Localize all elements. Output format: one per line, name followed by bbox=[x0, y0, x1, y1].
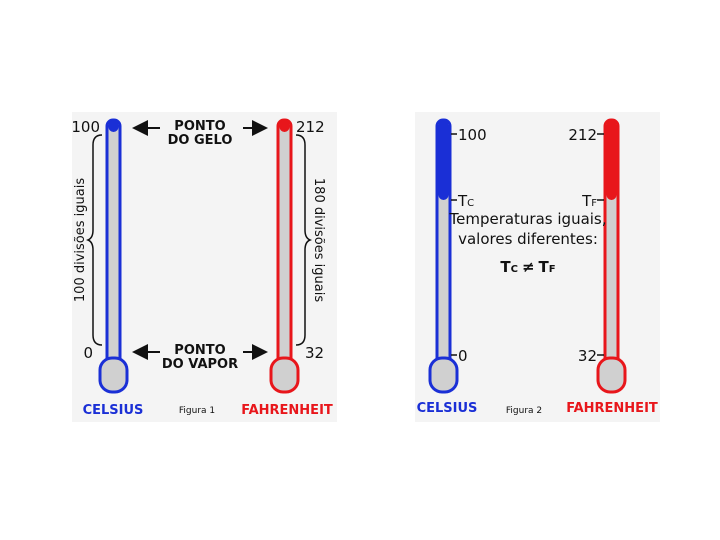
bottom-label: PONTO bbox=[174, 343, 225, 358]
celsius-bottom: 0 bbox=[83, 344, 93, 362]
celsius-name: CELSIUS bbox=[417, 401, 478, 416]
thermometer-fahrenheit-2 bbox=[596, 118, 627, 394]
tf: TF bbox=[581, 192, 597, 210]
celsius-name: CELSIUS bbox=[83, 403, 144, 418]
fahrenheit-bottom: 32 bbox=[578, 347, 597, 365]
thermometer-fahrenheit-1 bbox=[269, 118, 300, 394]
celsius-top: 100 bbox=[71, 118, 100, 136]
bottom-label: DO VAPOR bbox=[162, 357, 238, 372]
fahrenheit-name: FAHRENHEIT bbox=[241, 403, 333, 418]
fahrenheit-bottom: 32 bbox=[305, 344, 324, 362]
caption: Figura 2 bbox=[506, 406, 542, 416]
note: valores diferentes: bbox=[458, 230, 598, 248]
celsius-bottom: 0 bbox=[458, 347, 468, 365]
celsius-top: 100 bbox=[458, 126, 487, 144]
fahrenheit-top: 212 bbox=[568, 126, 597, 144]
celsius-divisions: 100 divisões iguais bbox=[73, 178, 88, 302]
inequality: TC ≠ TF bbox=[500, 258, 555, 276]
brace bbox=[295, 134, 313, 346]
fahrenheit-divisions: 180 divisões iguais bbox=[311, 178, 326, 302]
top-label: PONTO bbox=[174, 119, 225, 134]
arrows bbox=[132, 120, 268, 360]
thermometer-celsius-1 bbox=[98, 118, 129, 394]
tc: TC bbox=[457, 192, 474, 210]
note: Temperaturas iguais, bbox=[448, 210, 606, 228]
caption: Figura 1 bbox=[179, 406, 215, 416]
ticks bbox=[451, 133, 604, 356]
brace bbox=[85, 134, 103, 346]
top-label: DO GELO bbox=[168, 133, 233, 148]
fahrenheit-name: FAHRENHEIT bbox=[566, 401, 658, 416]
fahrenheit-top: 212 bbox=[296, 118, 325, 136]
thermometer-celsius-2 bbox=[428, 118, 459, 394]
